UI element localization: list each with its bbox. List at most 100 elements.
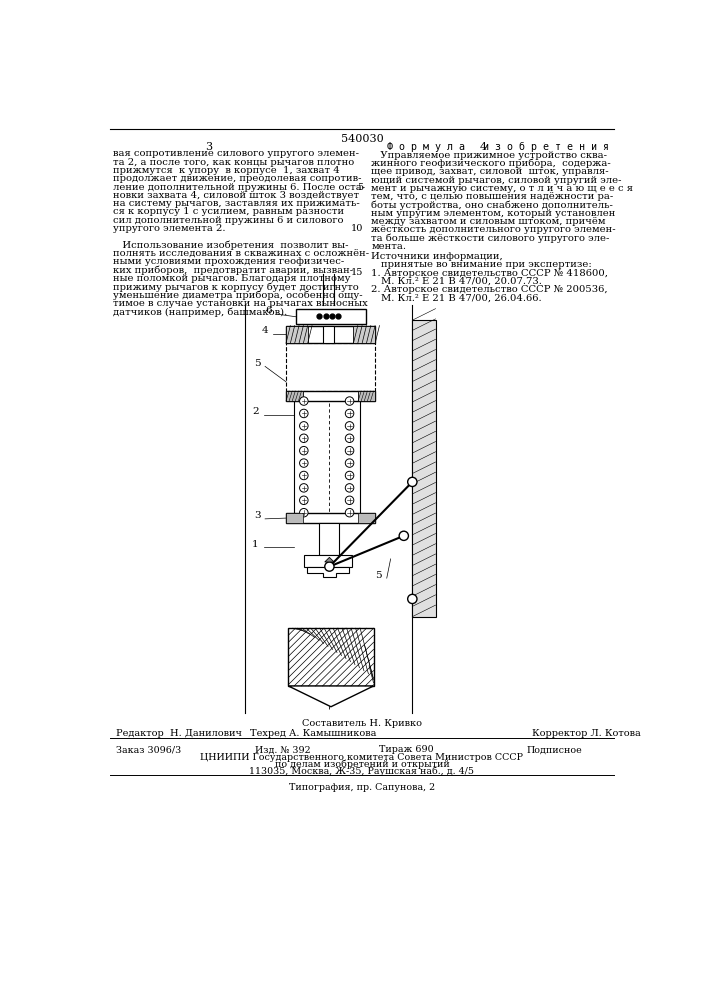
- Circle shape: [345, 496, 354, 505]
- Polygon shape: [288, 686, 373, 707]
- Bar: [358, 513, 375, 523]
- Polygon shape: [307, 567, 349, 577]
- Bar: [286, 326, 308, 343]
- Circle shape: [399, 531, 409, 540]
- Text: мента.: мента.: [371, 242, 407, 251]
- Text: вая сопротивление силового упругого элемен-: вая сопротивление силового упругого элем…: [113, 149, 359, 158]
- Text: боты устройства, оно снабжено дополнитель-: боты устройства, оно снабжено дополнител…: [371, 201, 613, 210]
- Text: ление дополнительной пружины 6. После оста-: ление дополнительной пружины 6. После ос…: [113, 183, 366, 192]
- Text: принятые во внимание при экспертизе:: принятые во внимание при экспертизе:: [380, 260, 591, 269]
- Bar: [286, 343, 375, 391]
- Text: новки захвата 4, силовой шток 3 воздействует: новки захвата 4, силовой шток 3 воздейст…: [113, 191, 359, 200]
- Bar: [286, 391, 303, 401]
- Text: Корректор Л. Котова: Корректор Л. Котова: [532, 729, 641, 738]
- Text: 10: 10: [351, 224, 363, 233]
- Text: ющий системой рычагов, силовой упругий эле-: ющий системой рычагов, силовой упругий э…: [371, 176, 621, 185]
- Circle shape: [300, 484, 308, 492]
- Circle shape: [300, 409, 308, 418]
- Circle shape: [345, 508, 354, 517]
- Circle shape: [345, 446, 354, 455]
- Text: 3: 3: [205, 142, 212, 152]
- Circle shape: [345, 459, 354, 467]
- Text: Заказ 3096/3: Заказ 3096/3: [115, 745, 181, 754]
- Bar: [286, 391, 375, 401]
- Text: 540030: 540030: [341, 134, 383, 144]
- Text: 1. Авторское свидетельство СССР № 418600,: 1. Авторское свидетельство СССР № 418600…: [371, 269, 608, 278]
- Polygon shape: [325, 557, 334, 562]
- Text: ные поломкой рычагов. Благодаря плотному: ные поломкой рычагов. Благодаря плотному: [113, 274, 351, 283]
- Circle shape: [345, 397, 354, 405]
- Text: 5: 5: [357, 183, 363, 192]
- Text: 2: 2: [252, 407, 259, 416]
- Circle shape: [408, 594, 417, 604]
- Circle shape: [300, 422, 308, 430]
- Circle shape: [300, 508, 308, 517]
- Circle shape: [300, 446, 308, 455]
- Text: 5: 5: [375, 571, 382, 580]
- Text: полнять исследования в скважинах с осложнён-: полнять исследования в скважинах с ослож…: [113, 249, 369, 258]
- Text: Типография, пр. Сапунова, 2: Типография, пр. Сапунова, 2: [289, 783, 435, 792]
- Bar: [296, 309, 366, 324]
- Text: М. Кл.² Е 21 В 47/00, 26.04.66.: М. Кл.² Е 21 В 47/00, 26.04.66.: [380, 294, 541, 303]
- Text: Ф о р м у л а   и з о б р е т е н и я: Ф о р м у л а и з о б р е т е н и я: [387, 142, 609, 152]
- Text: жинного геофизического прибора,  содержа-: жинного геофизического прибора, содержа-: [371, 159, 611, 168]
- Text: на систему рычагов, заставляя их прижимать-: на систему рычагов, заставляя их прижима…: [113, 199, 360, 208]
- Text: ным упругим элементом, который установлен: ным упругим элементом, который установле…: [371, 209, 616, 218]
- Circle shape: [300, 496, 308, 505]
- Circle shape: [345, 422, 354, 430]
- Bar: [288, 628, 373, 686]
- Text: 5: 5: [254, 359, 260, 368]
- Text: сил дополнительной пружины 6 и силового: сил дополнительной пружины 6 и силового: [113, 216, 344, 225]
- Circle shape: [325, 562, 334, 571]
- Text: та 2, а после того, как концы рычагов плотно: та 2, а после того, как концы рычагов пл…: [113, 158, 354, 167]
- Text: упругого элемента 2.: упругого элемента 2.: [113, 224, 226, 233]
- Bar: [323, 326, 334, 343]
- Circle shape: [345, 471, 354, 480]
- Text: Составитель Н. Кривко: Составитель Н. Кривко: [302, 719, 422, 728]
- Bar: [320, 523, 339, 555]
- Circle shape: [300, 471, 308, 480]
- Text: Использование изобретения  позволит вы-: Использование изобретения позволит вы-: [113, 241, 349, 250]
- Bar: [304, 555, 352, 567]
- Text: тем, что, с целью повышения надёжности ра-: тем, что, с целью повышения надёжности р…: [371, 192, 614, 201]
- Circle shape: [345, 484, 354, 492]
- Text: ся к корпусу 1 с усилием, равным разности: ся к корпусу 1 с усилием, равным разност…: [113, 207, 344, 216]
- Text: уменьшение диаметра прибора, особенно ощу-: уменьшение диаметра прибора, особенно ощ…: [113, 291, 363, 300]
- Circle shape: [300, 434, 308, 443]
- Text: 4: 4: [480, 142, 487, 152]
- Text: тимое в случае установки на рычагах выносных: тимое в случае установки на рычагах выно…: [113, 299, 368, 308]
- Text: та больше жёсткости силового упругого эле-: та больше жёсткости силового упругого эл…: [371, 234, 609, 243]
- Bar: [354, 326, 375, 343]
- Bar: [286, 326, 375, 343]
- Circle shape: [408, 477, 417, 487]
- Bar: [286, 513, 375, 523]
- Text: 113035, Москва, Ж-35, Раушская наб., д. 4/5: 113035, Москва, Ж-35, Раушская наб., д. …: [250, 767, 474, 776]
- Text: жёсткость дополнительного упругого элемен-: жёсткость дополнительного упругого элеме…: [371, 225, 616, 234]
- Text: Редактор  Н. Данилович: Редактор Н. Данилович: [115, 729, 241, 738]
- Text: Тираж 690: Тираж 690: [379, 745, 433, 754]
- Text: Управляемое прижимное устройство сква-: Управляемое прижимное устройство сква-: [371, 151, 607, 160]
- Text: 2. Авторское свидетельство СССР № 200536,: 2. Авторское свидетельство СССР № 200536…: [371, 285, 608, 294]
- Text: 1: 1: [252, 540, 259, 549]
- Text: мент и рычажную систему, о т л и ч а ю щ е е с я: мент и рычажную систему, о т л и ч а ю щ…: [371, 184, 633, 193]
- Text: щее привод, захват, силовой  шток, управля-: щее привод, захват, силовой шток, управл…: [371, 167, 609, 176]
- Text: прижмутся  к упору  в корпусе  1, захват 4: прижмутся к упору в корпусе 1, захват 4: [113, 166, 340, 175]
- Text: Источники информации,: Источники информации,: [371, 252, 503, 261]
- Text: Техред А. Камышникова: Техред А. Камышникова: [250, 729, 376, 738]
- Bar: [358, 391, 375, 401]
- Text: 3: 3: [254, 511, 260, 520]
- Text: по делам изобретений и открытий: по делам изобретений и открытий: [274, 760, 450, 769]
- Text: ЦНИИПИ Государственного комитета Совета Министров СССР: ЦНИИПИ Государственного комитета Совета …: [201, 753, 523, 762]
- Text: 15: 15: [351, 268, 363, 277]
- Text: продолжает движение, преодолевая сопротив-: продолжает движение, преодолевая сопроти…: [113, 174, 362, 183]
- Text: Подписное: Подписное: [526, 745, 582, 754]
- Text: ными условиями прохождения геофизичес-: ными условиями прохождения геофизичес-: [113, 257, 344, 266]
- Text: М. Кл.² Е 21 В 47/00, 20.07.73.: М. Кл.² Е 21 В 47/00, 20.07.73.: [380, 277, 542, 286]
- Circle shape: [345, 434, 354, 443]
- Text: 6: 6: [265, 306, 272, 315]
- Text: между захватом и силовым штоком, причём: между захватом и силовым штоком, причём: [371, 217, 606, 226]
- Text: 20: 20: [351, 310, 363, 319]
- Circle shape: [300, 397, 308, 405]
- Text: 4: 4: [262, 326, 268, 335]
- Circle shape: [345, 409, 354, 418]
